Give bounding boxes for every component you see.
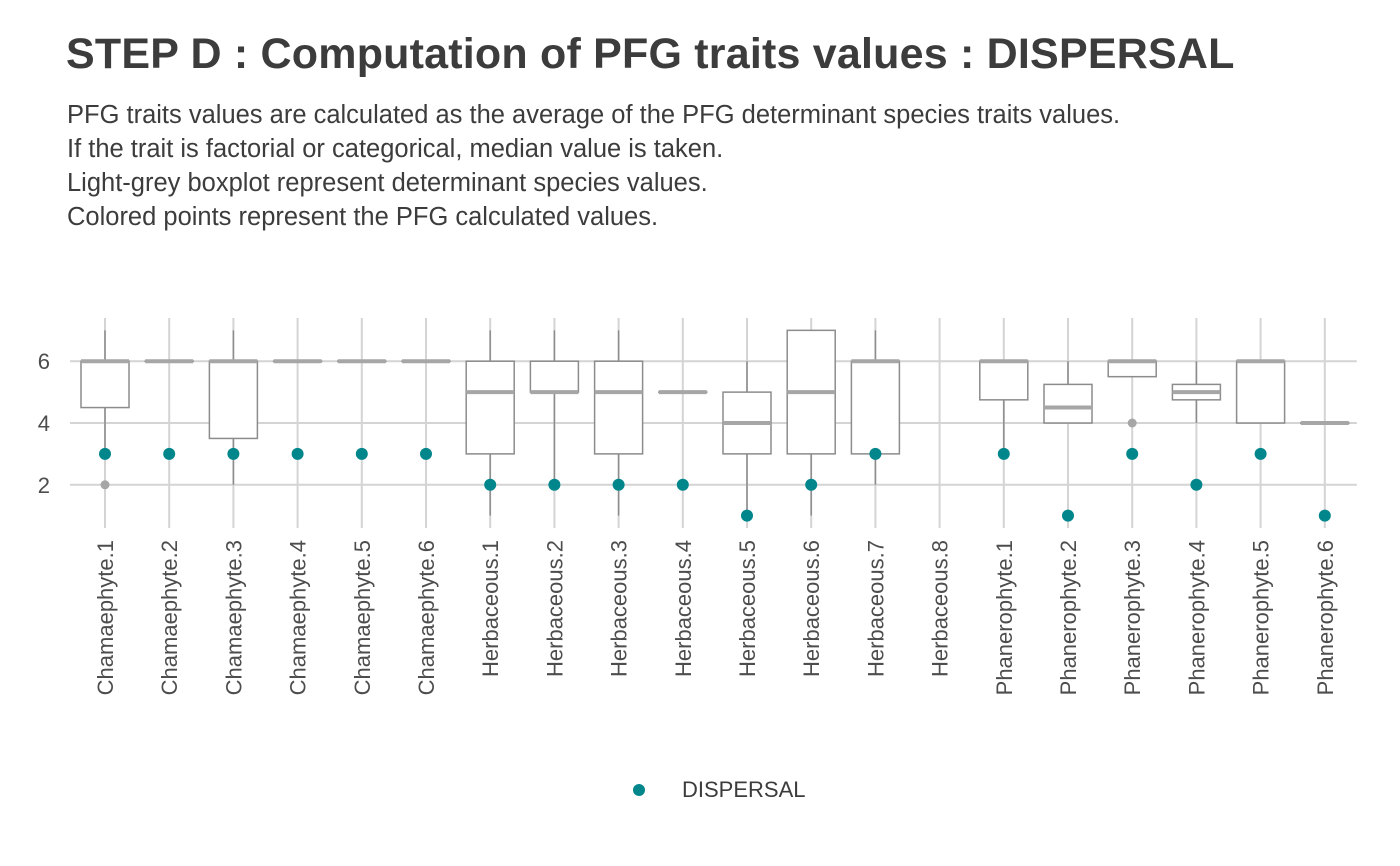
pfg-point [1062,509,1074,522]
outlier-point [100,480,110,490]
box [80,360,130,409]
box [465,360,515,455]
pfg-point [163,447,176,460]
y-tick-label: 2 [38,473,50,498]
pfg-point [99,447,111,460]
x-tick-label: Phanerophyte.1 [992,540,1017,695]
legend-dispersal-label: DISPERSAL [682,777,806,802]
x-tick-label: Herbaceous.7 [863,540,888,677]
box [1107,360,1157,378]
pfg-point [1126,447,1139,460]
subtitle-line: If the trait is factorial or categorical… [67,135,724,163]
box [593,360,644,455]
pfg-point [676,478,689,491]
box [1235,360,1286,424]
pfg-point [291,447,304,460]
box [529,360,580,393]
x-tick-label: Phanerophyte.4 [1184,540,1209,695]
pfg-point [612,478,625,491]
x-tick-label: Chamaephyte.4 [286,540,311,695]
x-tick-label: Herbaceous.3 [607,540,632,677]
x-tick-label: Chamaephyte.6 [414,540,439,695]
x-tick-label: Phanerophyte.5 [1249,540,1274,695]
chart-title: STEP D : Computation of PFG traits value… [66,30,1235,78]
pfg-point [548,478,561,491]
pfg-point [1318,509,1331,522]
pfg-point [997,447,1010,460]
x-tick-label: Herbaceous.6 [799,540,824,677]
pfg-point [1254,447,1267,460]
x-tick-label: Chamaephyte.1 [93,540,118,695]
pfg-point [1190,478,1203,491]
pfg-point [227,447,240,460]
x-tick-label: Phanerophyte.2 [1056,540,1081,695]
x-tick-label: Herbaceous.2 [542,540,567,677]
legend-dispersal-marker [633,784,645,796]
chart-subtitle: PFG traits values are calculated as the … [67,98,1120,234]
x-tick-label: Herbaceous.4 [671,540,696,677]
x-tick-label: Chamaephyte.2 [157,540,182,695]
x-tick-label: Phanerophyte.6 [1313,540,1338,695]
x-tick-label: Herbaceous.5 [735,540,760,677]
pfg-point [484,478,497,491]
box [979,360,1029,401]
box [1043,383,1093,424]
pfg-point [741,509,753,522]
pfg-point [420,447,432,460]
x-tick-label: Herbaceous.1 [478,540,503,677]
subtitle-line: Colored points represent the PFG calcula… [67,203,659,231]
x-tick-label: Chamaephyte.5 [350,540,375,695]
subtitle-line: Light-grey boxplot represent determinant… [67,169,708,197]
legend: DISPERSAL [630,775,806,805]
x-tick-label: Chamaephyte.3 [221,540,246,695]
subtitle-line: PFG traits values are calculated as the … [67,101,1121,129]
pfg-point [355,447,368,460]
x-tick-label: Phanerophyte.3 [1120,540,1145,695]
pfg-point [869,447,882,460]
pfg-point [805,478,818,491]
x-tick-label: Herbaceous.8 [928,540,953,677]
y-tick-label: 6 [38,349,50,374]
y-tick-label: 4 [38,411,50,436]
outlier-point [1127,418,1137,428]
box [208,360,259,440]
box [850,360,901,455]
